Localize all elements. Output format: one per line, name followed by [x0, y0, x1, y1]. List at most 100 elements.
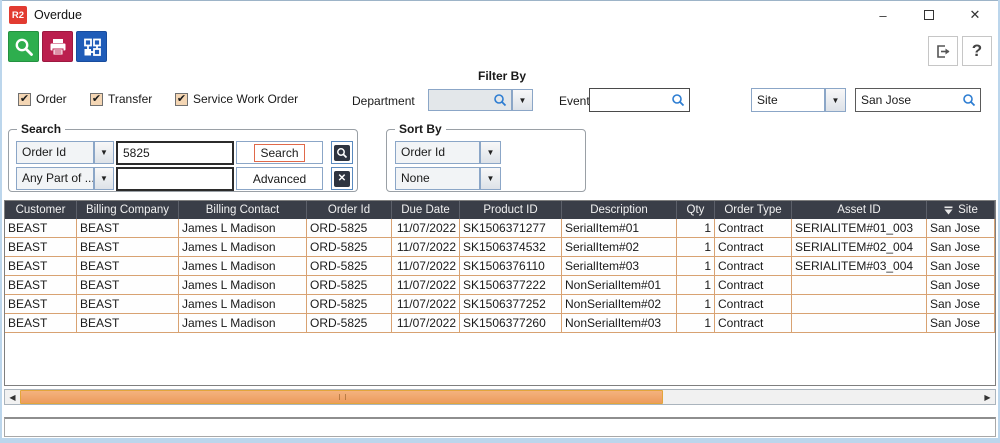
table-cell: SK1506377260	[460, 314, 562, 332]
search-icon	[493, 93, 507, 107]
table-cell: San Jose	[927, 257, 995, 275]
table-cell: 1	[677, 257, 715, 275]
print-toolbar-button[interactable]	[42, 31, 73, 62]
flowchart-toolbar-button[interactable]	[76, 31, 107, 62]
table-header-row: Customer Billing Company Billing Contact Or…	[5, 201, 995, 219]
column-header-billing-company[interactable]: Billing Company	[77, 201, 179, 219]
horizontal-scrollbar[interactable]: ◀ ▶	[4, 389, 996, 405]
site-dropdown[interactable]: Site	[751, 88, 825, 112]
column-header-label: Due Date	[401, 204, 450, 216]
table-cell: NonSerialItem#01	[562, 276, 677, 294]
table-cell: ORD-5825	[307, 276, 392, 294]
sort-primary-dropdown[interactable]: Order Id	[395, 141, 480, 164]
column-header-product-id[interactable]: Product ID	[460, 201, 562, 219]
table-cell: BEAST	[77, 295, 179, 313]
site-search-value: San Jose	[861, 93, 912, 107]
transfer-checkbox-label: Transfer	[108, 92, 153, 106]
execute-search-button[interactable]	[331, 141, 353, 164]
table-row[interactable]: BEAST BEAST James L Madison ORD-5825 11/07/2…	[5, 257, 995, 276]
scroll-right-arrow[interactable]: ▶	[980, 390, 995, 404]
search-input-2[interactable]	[116, 167, 234, 191]
table-cell: SerialItem#02	[562, 238, 677, 256]
table-cell: James L Madison	[179, 238, 307, 256]
titlebar: R2 Overdue – ✕	[2, 1, 998, 29]
table-cell: San Jose	[927, 314, 995, 332]
column-header-order-type[interactable]: Order Type	[715, 201, 792, 219]
table-cell	[792, 276, 927, 294]
advanced-button[interactable]: Advanced	[236, 167, 323, 190]
table-cell: 1	[677, 276, 715, 294]
table-row[interactable]: BEAST BEAST James L Madison ORD-5825 11/07/2…	[5, 238, 995, 257]
column-header-site[interactable]: Site	[927, 201, 995, 219]
table-cell: SerialItem#03	[562, 257, 677, 275]
minimize-button[interactable]: –	[879, 7, 887, 23]
table-cell: Contract	[715, 295, 792, 313]
search-button[interactable]: Search	[236, 141, 323, 164]
maximize-button[interactable]	[906, 1, 952, 29]
transfer-checkbox[interactable]: ✔	[90, 92, 103, 106]
window-border-bottom	[0, 438, 1000, 443]
sort-by-group-title: Sort By	[395, 122, 446, 136]
scrollbar-track[interactable]	[20, 390, 980, 404]
window-border-top	[0, 0, 1000, 1]
search-type-1-arrow[interactable]: ▼	[94, 141, 114, 164]
search-type-2-arrow[interactable]: ▼	[94, 167, 114, 190]
table-cell: NonSerialItem#02	[562, 295, 677, 313]
search-type-2-dropdown[interactable]: Any Part of ...	[16, 167, 94, 190]
table-row[interactable]: BEAST BEAST James L Madison ORD-5825 11/07/2…	[5, 219, 995, 238]
table-row[interactable]: BEAST BEAST James L Madison ORD-5825 11/07/2…	[5, 314, 995, 333]
order-checkbox[interactable]: ✔	[18, 92, 31, 106]
table-cell: 11/07/2022	[392, 257, 460, 275]
table-cell: SK1506377252	[460, 295, 562, 313]
table-cell	[792, 295, 927, 313]
transfer-checkbox-group: ✔ Transfer	[90, 92, 152, 106]
department-field[interactable]	[428, 89, 512, 111]
search-input-1[interactable]: 5825	[116, 141, 234, 165]
sort-primary-arrow[interactable]: ▼	[480, 141, 501, 164]
site-search-field[interactable]: San Jose	[855, 88, 981, 112]
search-type-1-dropdown[interactable]: Order Id	[16, 141, 94, 164]
search-button-label: Search	[254, 143, 305, 162]
table-cell: Contract	[715, 276, 792, 294]
sort-secondary-dropdown[interactable]: None	[395, 167, 480, 190]
event-field[interactable]	[589, 88, 690, 112]
close-button[interactable]: ✕	[969, 7, 981, 22]
service-work-order-checkbox-group: ✔ Service Work Order	[175, 92, 298, 106]
table-cell: Contract	[715, 219, 792, 237]
column-header-description[interactable]: Description	[562, 201, 677, 219]
table-cell: BEAST	[77, 219, 179, 237]
clear-search-button[interactable]: ✕	[331, 167, 353, 190]
sort-by-group: Sort By Order Id ▼ None ▼	[386, 122, 586, 192]
scroll-left-arrow[interactable]: ◀	[5, 390, 20, 404]
column-header-label: Order Id	[327, 204, 371, 216]
help-button[interactable]: ?	[962, 36, 992, 66]
table-cell: Contract	[715, 257, 792, 275]
department-dropdown-arrow[interactable]: ▼	[512, 89, 533, 111]
search-toolbar-button[interactable]	[8, 31, 39, 62]
table-cell: BEAST	[5, 295, 77, 313]
table-row[interactable]: BEAST BEAST James L Madison ORD-5825 11/07/2…	[5, 295, 995, 314]
table-cell: BEAST	[5, 314, 77, 332]
column-header-billing-contact[interactable]: Billing Contact	[179, 201, 307, 219]
table-cell: SK1506377222	[460, 276, 562, 294]
search-icon	[962, 93, 976, 107]
column-header-qty[interactable]: Qty	[677, 201, 715, 219]
search-icon	[334, 144, 350, 161]
table-cell: 11/07/2022	[392, 219, 460, 237]
table-cell: James L Madison	[179, 295, 307, 313]
service-work-order-checkbox[interactable]: ✔	[175, 92, 188, 106]
table-cell	[792, 314, 927, 332]
table-row[interactable]: BEAST BEAST James L Madison ORD-5825 11/07/2…	[5, 276, 995, 295]
order-checkbox-group: ✔ Order	[18, 92, 67, 106]
scrollbar-thumb[interactable]	[20, 390, 663, 404]
table-cell: 1	[677, 219, 715, 237]
column-header-asset-id[interactable]: Asset ID	[792, 201, 927, 219]
column-header-due-date[interactable]: Due Date	[392, 201, 460, 219]
column-header-order-id[interactable]: Order Id	[307, 201, 392, 219]
exit-button[interactable]	[928, 36, 958, 66]
site-dropdown-arrow[interactable]: ▼	[825, 88, 846, 112]
table-cell: 11/07/2022	[392, 295, 460, 313]
column-header-customer[interactable]: Customer	[5, 201, 77, 219]
sort-secondary-arrow[interactable]: ▼	[480, 167, 501, 190]
table-cell: San Jose	[927, 238, 995, 256]
